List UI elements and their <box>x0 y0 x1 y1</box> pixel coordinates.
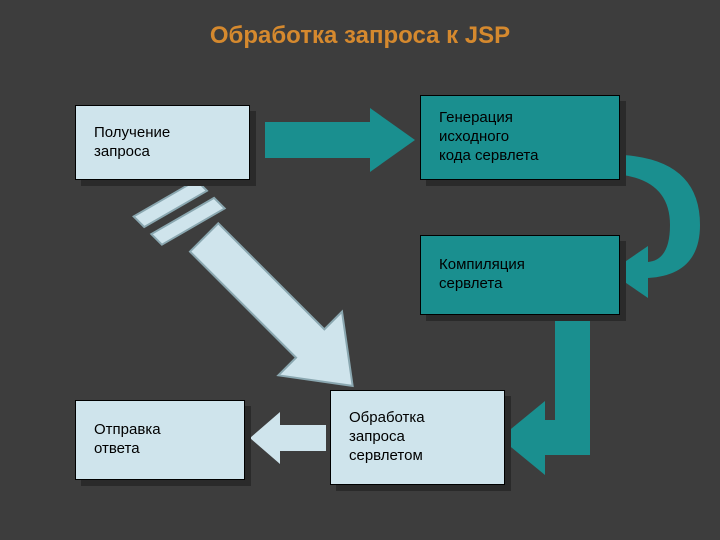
arrow-receive-process <box>127 160 385 418</box>
box-receive: Получение запроса <box>75 105 250 180</box>
box-process: Обработка запроса сервлетом <box>330 390 505 485</box>
box-generate: Генерация исходного кода сервлета <box>420 95 620 180</box>
arrow-compile-process <box>500 320 590 475</box>
box-send: Отправка ответа <box>75 400 245 480</box>
box-label: Получение запроса <box>94 124 170 162</box>
arrow-process-send <box>250 412 326 464</box>
box-compile: Компиляция сервлета <box>420 235 620 315</box>
box-label: Отправка ответа <box>94 421 161 459</box>
stage: { "title": { "text": "Обработка запроса … <box>0 0 720 540</box>
box-label: Генерация исходного кода сервлета <box>439 109 538 165</box>
box-label: Обработка запроса сервлетом <box>349 409 425 465</box>
box-label: Компиляция сервлета <box>439 256 525 294</box>
arrow-receive-generate <box>265 108 415 172</box>
